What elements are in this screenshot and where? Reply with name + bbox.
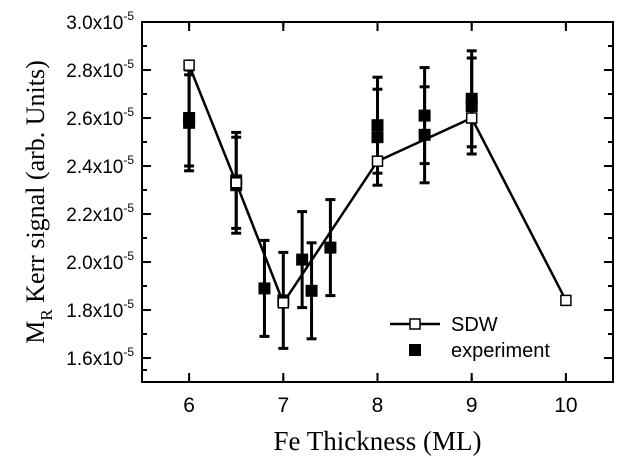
y-tick-label: 2.2x10-5 bbox=[66, 201, 134, 226]
sdw-point bbox=[277, 297, 290, 309]
y-tick-label: 2.8x10-5 bbox=[66, 57, 134, 82]
sdw-point bbox=[230, 177, 242, 189]
x-tick-label: 10 bbox=[554, 394, 577, 417]
experiment-point bbox=[324, 241, 337, 254]
legend-sdw-label: SDW bbox=[451, 314, 498, 336]
experiment-point bbox=[296, 253, 309, 266]
x-tick-label: 9 bbox=[466, 394, 478, 417]
y-tick-label: 2.0x10-5 bbox=[66, 249, 134, 274]
sdw-point bbox=[465, 112, 478, 124]
x-tick-label: 7 bbox=[277, 394, 289, 417]
legend-sdw-marker bbox=[409, 318, 421, 330]
experiment-point bbox=[371, 131, 384, 144]
experiment-point bbox=[183, 112, 196, 124]
y-tick-label: 1.8x10-5 bbox=[66, 297, 134, 322]
legend-experiment-label: experiment bbox=[451, 340, 550, 362]
experiment-point bbox=[371, 119, 384, 132]
plot-layer: 6 7 8 9 10 1.6x10-5 1.8x10-5 2.0x10-5 2.2x10-5 2.… bbox=[21, 9, 614, 456]
sdw-line bbox=[187, 64, 568, 306]
experiment-point bbox=[465, 92, 478, 105]
experiment-point bbox=[418, 109, 431, 122]
x-axis-label: Fe Thickness (ML) bbox=[274, 426, 482, 456]
x-tick-label: 8 bbox=[372, 394, 384, 417]
y-tick-label: 3.0x10-5 bbox=[66, 9, 134, 34]
y-tick-label: 2.6x10-5 bbox=[66, 105, 134, 130]
sdw-point bbox=[183, 59, 195, 71]
sdw-point bbox=[371, 155, 384, 167]
experiment-point bbox=[258, 282, 271, 295]
y-tick-label: 1.6x10-5 bbox=[66, 345, 134, 370]
y-tick-label: 2.4x10-5 bbox=[66, 153, 134, 178]
sdw-point bbox=[560, 294, 572, 307]
y-axis-label: MR Kerr signal (arb. Units) bbox=[21, 60, 56, 344]
experiment-point bbox=[305, 284, 318, 297]
legend-experiment-marker bbox=[409, 344, 421, 356]
legend: SDW experiment bbox=[390, 314, 550, 362]
x-tick-label: 6 bbox=[183, 394, 195, 417]
